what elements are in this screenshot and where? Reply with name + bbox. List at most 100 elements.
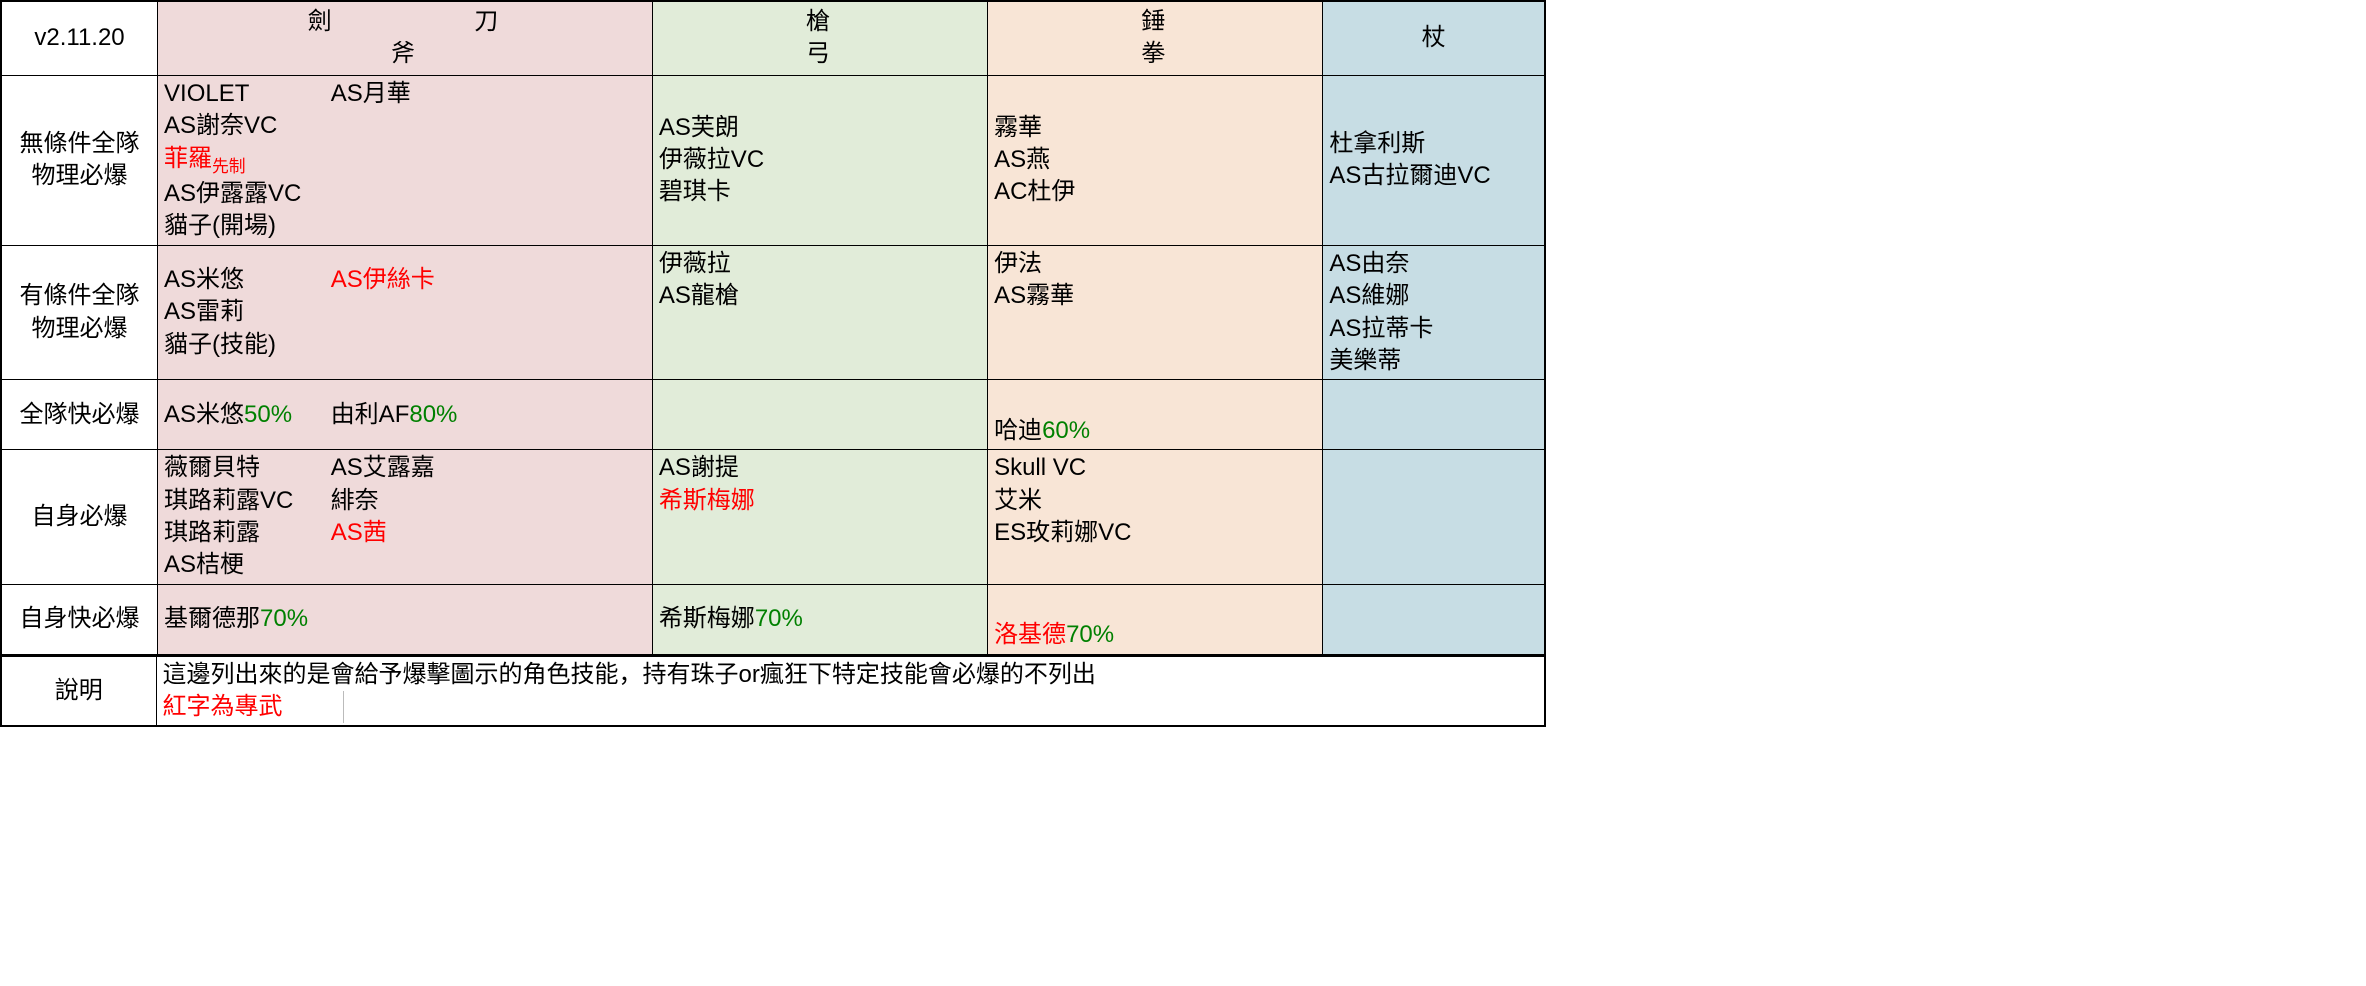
desc-line1: 這邊列出來的是會給予爆擊圖示的角色技能，持有珠子or瘋狂下特定技能會必爆的不列出 [163,661,1096,688]
cell-sword: AS米悠 AS伊絲卡 AS雷莉 貓子(技能) [158,245,653,380]
entry: 霧華 [994,114,1042,141]
header-bow: 弓 [740,38,900,70]
cell-sword: AS米悠50% 由利AF80% [158,380,653,450]
desc-line2: 紅字為專武 [163,693,1083,720]
header-axe: 斧 [330,38,480,70]
entry: AS桔梗 [164,551,244,578]
cell-spear: AS謝提 希斯梅娜 [652,450,987,585]
header-blade: 刀 [408,6,568,38]
row-desc: 說明 這邊列出來的是會給予爆擊圖示的角色技能，持有珠子or瘋狂下特定技能會必爆的… [1,656,1545,726]
row-label: 全隊快必爆 [1,380,158,450]
row-self-near: 自身快必爆 基爾德那70% 希斯梅娜70% 洛基德70% [1,584,1545,654]
entry: 美樂蒂 [1329,347,1401,374]
entry: 碧琪卡 [659,178,731,205]
cell-hammer: 伊法 AS霧華 [988,245,1323,380]
entry: 伊薇拉VC [659,146,764,173]
version-cell: v2.11.20 [1,1,158,75]
entry-red: AS伊絲卡 [331,266,435,293]
pct: 60% [1042,417,1090,444]
entry: 希斯梅娜 [659,605,755,632]
cell-hammer: 洛基德70% [988,584,1323,654]
cell-desc: 這邊列出來的是會給予爆擊圖示的角色技能，持有珠子or瘋狂下特定技能會必爆的不列出… [156,656,1545,726]
cell-spear: 希斯梅娜70% [652,584,987,654]
entry: 琪路莉露VC [164,487,293,514]
row-label: 自身快必爆 [1,584,158,654]
cell-staff [1323,584,1545,654]
entry: 杜拿利斯 [1329,130,1425,157]
row-uncond-team: 無條件全隊物理必爆 VIOLET AS謝奈VC AS月華 菲羅先制 AS伊露露V… [1,75,1545,245]
pct: 70% [755,605,803,632]
cell-sword: 基爾德那70% [158,584,653,654]
entry: AS艾露嘉 [331,454,435,481]
entry: 基爾德那 [164,605,260,632]
entry: 緋奈 [331,487,379,514]
header-hammer: 錘 [1075,6,1235,38]
header-spear-group: 槍 弓 [652,1,987,75]
pct: 80% [409,401,457,428]
entry: 由利AF [331,401,410,428]
entry-red: 希斯梅娜 [659,487,755,514]
entry: AS米悠 [164,401,244,428]
entry: VIOLET [164,80,249,107]
row-team-near: 全隊快必爆 AS米悠50% 由利AF80% 哈迪60% [1,380,1545,450]
entry: 琪路莉露 [164,519,260,546]
entry-red: 洛基德 [994,621,1066,648]
header-staff: 杖 [1323,1,1545,75]
entry: AS謝提 [659,454,739,481]
entry: AS拉蒂卡 [1329,315,1433,342]
entry: AS月華 [331,80,411,107]
pct: 70% [260,605,308,632]
row-label: 有條件全隊物理必爆 [1,245,158,380]
entry: 伊薇拉 [659,250,731,277]
cell-staff [1323,380,1545,450]
header-fist: 拳 [1075,38,1235,70]
header-row: v2.11.20 劍 刀 斧 槍 弓 錘 拳 杖 [1,1,1545,75]
entry: AS謝奈VC [164,112,277,139]
entry: Skull VC [994,454,1086,481]
desc-table: 說明 這邊列出來的是會給予爆擊圖示的角色技能，持有珠子or瘋狂下特定技能會必爆的… [0,656,1546,728]
header-spear: 槍 [740,6,900,38]
entry: 貓子(開場) [164,212,276,239]
entry: 哈迪 [994,417,1042,444]
cell-spear: 伊薇拉 AS龍槍 [652,245,987,380]
entry: 伊法 [994,250,1042,277]
header-sword: 劍 [242,6,402,38]
entry: AS芙朗 [659,114,739,141]
pct: 50% [244,401,292,428]
cell-spear: AS芙朗 伊薇拉VC 碧琪卡 [652,75,987,245]
header-sword-group: 劍 刀 斧 [158,1,653,75]
cell-staff: AS由奈 AS維娜 AS拉蒂卡 美樂蒂 [1323,245,1545,380]
cell-hammer: Skull VC 艾米 ES玫莉娜VC [988,450,1323,585]
entry: 薇爾貝特 [164,454,260,481]
row-label: 自身必爆 [1,450,158,585]
row-cond-team: 有條件全隊物理必爆 AS米悠 AS伊絲卡 AS雷莉 貓子(技能) 伊薇拉 AS龍… [1,245,1545,380]
entry: 貓子(技能) [164,331,276,358]
entry: AC杜伊 [994,178,1075,205]
cell-sword: VIOLET AS謝奈VC AS月華 菲羅先制 AS伊露露VC 貓子(開場) [158,75,653,245]
entry: AS雷莉 [164,298,244,325]
header-hammer-group: 錘 拳 [988,1,1323,75]
cell-staff [1323,450,1545,585]
row-self: 自身必爆 薇爾貝特 琪路莉露VC 琪路莉露 AS艾露嘉 緋奈 AS茜 AS桔梗 … [1,450,1545,585]
crit-table: v2.11.20 劍 刀 斧 槍 弓 錘 拳 杖 無條件全隊物理必爆 VIOLE… [0,0,1546,656]
entry: AS維娜 [1329,282,1409,309]
entry: AS霧華 [994,282,1074,309]
entry: AS燕 [994,146,1050,173]
entry: AS米悠 [164,266,244,293]
entry: AS伊露露VC [164,180,301,207]
entry: AS由奈 [1329,250,1409,277]
cell-hammer: 哈迪60% [988,380,1323,450]
cell-staff: 杜拿利斯 AS古拉爾迪VC [1323,75,1545,245]
cell-spear [652,380,987,450]
pct: 70% [1066,621,1114,648]
entry: AS龍槍 [659,282,739,309]
entry-red: AS茜 [331,519,387,546]
entry: AS古拉爾迪VC [1329,162,1490,189]
entry-red: 菲羅先制 [164,145,246,172]
cell-sword: 薇爾貝特 琪路莉露VC 琪路莉露 AS艾露嘉 緋奈 AS茜 AS桔梗 [158,450,653,585]
cell-hammer: 霧華 AS燕 AC杜伊 [988,75,1323,245]
row-label: 無條件全隊物理必爆 [1,75,158,245]
entry: ES玫莉娜VC [994,519,1131,546]
row-label: 說明 [1,656,156,726]
entry: 艾米 [994,487,1042,514]
